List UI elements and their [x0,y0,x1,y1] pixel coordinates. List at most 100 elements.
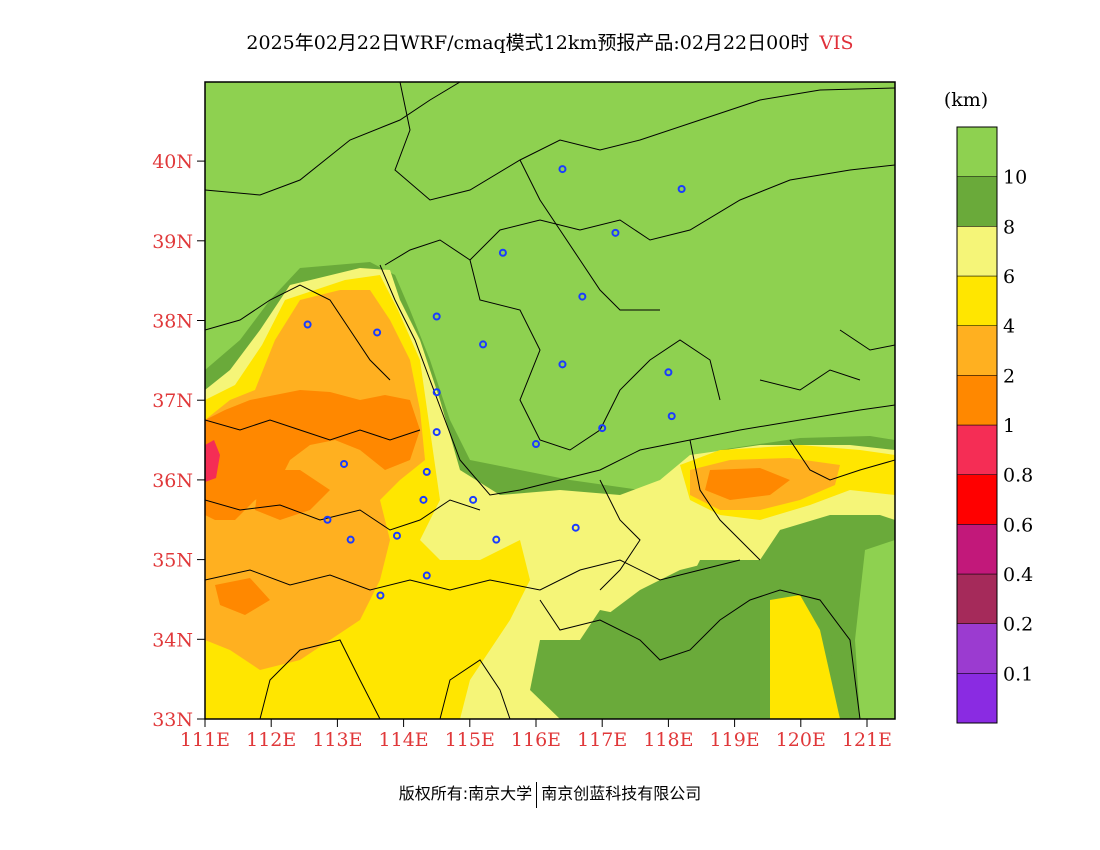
border-line [205,499,481,531]
colorbar-segment [956,325,998,376]
chart-title: 2025年02月22日WRF/cmaq模式12km预报产品:02月22日00时 V… [0,28,1100,55]
city-marker [340,459,349,468]
lon-tick-label: 115E [445,729,495,751]
colorbar-segment [956,226,998,277]
border-line [259,639,381,719]
city-marker [432,388,441,397]
lat-tick-label: 35N [152,550,193,572]
city-marker [677,184,686,193]
city-marker [598,424,607,433]
border-line [539,589,861,719]
region-vis-1-2-c [705,468,790,500]
colorbar-segment [956,474,998,525]
colorbar-label: 0.6 [1003,514,1033,536]
city-marker [303,320,312,329]
city-marker [432,312,441,321]
lon-tick-label: 111E [180,729,230,751]
colorbar-segment [956,573,998,624]
colorbar-label: 10 [1003,167,1027,189]
colorbar-segment [956,623,998,674]
colorbar-segment [956,375,998,426]
lon-tick-label: 118E [643,729,693,751]
city-marker [479,340,488,349]
colorbar-label: 0.2 [1003,614,1033,636]
border-line [205,284,391,381]
lat-tick-label: 33N [152,709,193,731]
border-line [205,419,421,441]
lat-tick-label: 34N [152,629,193,651]
colorbar-label: 0.1 [1003,663,1033,685]
city-marker [376,591,385,600]
lon-tick-label: 114E [379,729,429,751]
lon-tick-label: 119E [710,729,760,751]
region-vis-1-2-d [215,578,270,615]
lat-tick-label: 36N [152,470,193,492]
border-line [789,439,895,481]
colorbar-label: 1 [1003,415,1015,437]
longitude-axis: 111E 112E 113E 114E 115E 116E 117E 118E 119E 120E… [180,719,892,751]
city-marker [432,428,441,437]
lon-tick-label: 117E [577,729,627,751]
region-vis-gt10-patch [855,540,895,719]
border-line [394,82,895,201]
colorbar-segment [956,673,998,724]
admin-borders [205,82,895,719]
border-line [519,159,660,311]
city-marker [346,535,355,544]
colorbar-label: 8 [1003,216,1015,238]
city-marker [578,292,587,301]
city-marker [611,228,620,237]
border-line [439,659,511,719]
colorbar-label: 6 [1003,266,1015,288]
variable-name: VIS [819,32,854,54]
city-marker [558,165,567,174]
city-marker [422,571,431,580]
lon-tick-label: 120E [776,729,826,751]
colorbar-label: 0.8 [1003,465,1033,487]
station-markers [303,165,686,600]
footer-separator [536,781,538,808]
colorbar-segment [956,424,998,475]
city-marker [419,495,428,504]
colorbar-segment [956,176,998,227]
footer-right: 南京创蓝科技有限公司 [541,784,702,803]
lat-tick-label: 39N [152,231,193,253]
border-line [599,479,641,591]
colorbar-segment [956,126,998,177]
title-text: 2025年02月22日WRF/cmaq模式12km预报产品:02月22日00时 [246,32,810,54]
city-marker [664,368,673,377]
city-marker [498,248,507,257]
region-vis-8-10-patch-1 [540,560,770,719]
lon-tick-label: 121E [842,729,892,751]
latitude-axis: 40N 39N 38N 37N 36N 35N 34N 33N [152,151,205,731]
lon-tick-label: 113E [312,729,362,751]
city-marker [373,328,382,337]
lat-tick-label: 40N [152,151,193,173]
city-marker [558,360,567,369]
colorbar: 0.1 0.2 0.4 0.6 0.8 1 2 4 6 8 10 [956,126,1033,724]
colorbar-segment [956,524,998,575]
colorbar-segment [956,275,998,326]
city-marker [323,515,332,524]
region-vis-0-8-1 [205,440,220,482]
colorbar-label: 4 [1003,316,1015,338]
visibility-map [205,82,895,719]
border-line [759,369,861,391]
colorbar-label: 2 [1003,365,1015,387]
city-marker [492,535,501,544]
city-marker [392,531,401,540]
city-marker [469,495,478,504]
lon-tick-label: 116E [511,729,561,751]
border-line [205,559,741,591]
footer-left: 版权所有:南京大学 [398,784,533,803]
colorbar-frame [956,126,998,724]
city-marker [532,440,540,449]
border-line [839,329,895,351]
city-marker [571,523,580,532]
city-marker [667,412,676,421]
city-marker [422,467,431,476]
lon-tick-label: 112E [246,729,296,751]
border-line [689,439,761,561]
lat-tick-label: 37N [152,390,193,412]
